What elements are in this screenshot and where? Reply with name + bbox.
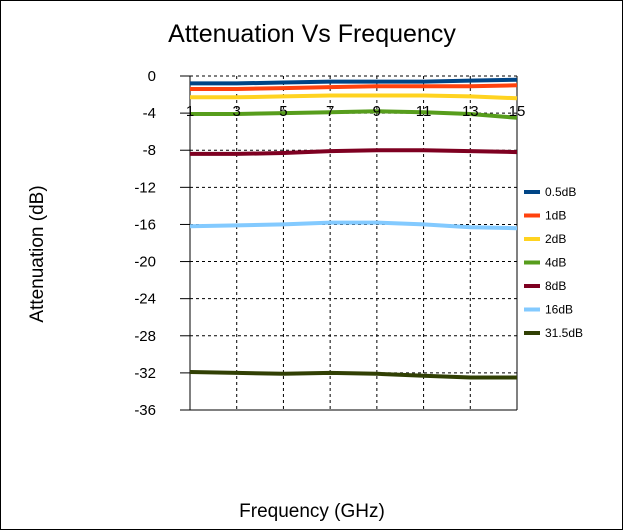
y-tick-label: -28 <box>134 328 156 345</box>
legend-swatch <box>524 260 540 265</box>
legend-label: 16dB <box>545 303 573 317</box>
legend: 0.5dB 1dB 2dB 4dB 8dB 16dB 31.5dB <box>524 185 583 340</box>
legend-label: 1dB <box>545 209 566 223</box>
plot-area <box>189 76 518 411</box>
y-tick-label: -4 <box>143 105 156 122</box>
legend-label: 4dB <box>545 256 566 270</box>
series-line-1db <box>190 83 518 91</box>
y-tick-label: -16 <box>134 216 156 233</box>
legend-swatch <box>524 190 540 194</box>
y-tick-label: -20 <box>134 254 156 271</box>
legend-swatch <box>524 237 540 241</box>
y-tick-labels: 0 -4 -8 -12 -16 -20 -24 -28 -32 -36 <box>134 68 190 419</box>
y-tick-label: -12 <box>134 179 156 196</box>
legend-swatch <box>524 213 540 218</box>
x-tick-label: 15 <box>509 103 526 120</box>
x-tick-label: 13 <box>462 103 479 120</box>
series-line-4db <box>190 109 518 120</box>
x-tick-label: 7 <box>326 103 334 120</box>
y-tick-label: 0 <box>148 68 156 85</box>
series-lines <box>189 77 518 380</box>
legend-swatch <box>524 284 540 288</box>
x-tick-labels: 1 3 5 7 9 11 13 15 <box>186 103 526 120</box>
legend-label: 2dB <box>545 232 566 246</box>
x-axis-title: Frequency (GHz) <box>239 501 385 522</box>
series-line-16db <box>189 220 518 231</box>
x-tick-label: 5 <box>279 103 287 120</box>
legend-swatch <box>524 307 540 312</box>
series-line-8db <box>190 148 518 156</box>
series-line-0-5db <box>190 77 518 86</box>
legend-label: 0.5dB <box>545 185 576 199</box>
x-tick-label: 9 <box>373 103 381 120</box>
x-tick-label: 11 <box>416 103 432 120</box>
x-tick-label: 1 <box>186 103 194 120</box>
y-tick-label: -36 <box>134 402 156 419</box>
series-line-31-5db <box>189 370 517 380</box>
legend-label: 31.5dB <box>545 326 583 340</box>
y-axis-title: Attenuation (dB) <box>27 185 48 322</box>
series-line-2db <box>190 93 518 101</box>
y-tick-label: -24 <box>134 291 156 308</box>
x-tick-label: 3 <box>233 103 241 120</box>
chart-title: Attenuation Vs Frequency <box>168 20 456 48</box>
legend-label: 8dB <box>545 279 566 293</box>
y-tick-label: -32 <box>134 365 156 382</box>
y-tick-label: -8 <box>143 142 156 159</box>
grid-lines <box>189 75 518 411</box>
legend-swatch <box>524 331 540 335</box>
